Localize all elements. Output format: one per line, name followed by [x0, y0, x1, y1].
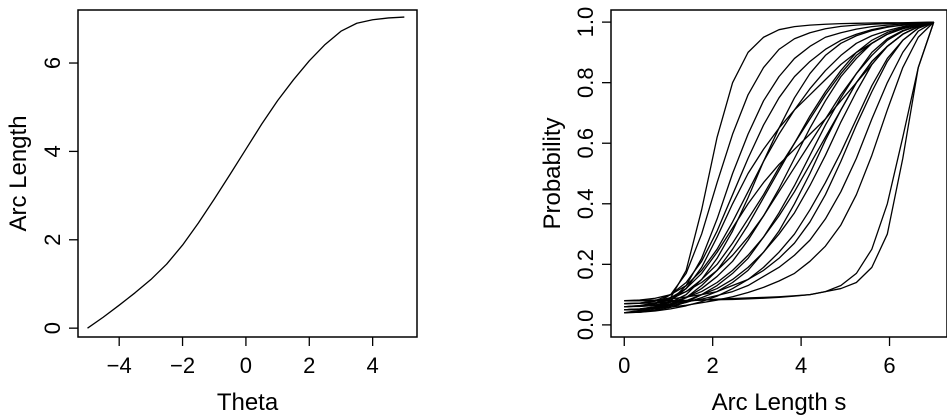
x-axis-right: 0 2 4 6: [618, 337, 896, 378]
x-tick-label: −2: [170, 353, 195, 378]
x-tick-label: 0: [618, 353, 630, 378]
y-tick-label: 0.4: [573, 188, 598, 219]
series-line-14: [624, 21, 934, 302]
series-line-10: [624, 21, 934, 305]
series-line-22: [624, 21, 935, 302]
y-tick-label: 6: [40, 57, 65, 69]
x-tick-label: 4: [795, 353, 807, 378]
x-tick-label: 2: [303, 353, 315, 378]
series-line-2: [624, 21, 934, 308]
plot-marks-left: [87, 16, 405, 329]
y-axis-label-left: Arc Length: [5, 115, 32, 231]
probability-vs-arc-length-chart: 0 2 4 6 0.0 0.2 0.4 0.6 0.8 1.0 Arc Length s Pro…: [539, 7, 947, 416]
series-line-6: [624, 21, 934, 302]
x-axis-left: −4 −2 0 2 4: [107, 337, 379, 378]
series-line-18: [624, 21, 935, 305]
x-tick-label: −4: [107, 353, 132, 378]
plot-frame-right: [610, 9, 947, 338]
series-line-11: [624, 21, 934, 314]
plot-marks-right: [624, 21, 935, 314]
y-axis-label-right: Probability: [539, 117, 566, 229]
y-tick-label: 1.0: [573, 7, 598, 38]
y-tick-label: 4: [40, 145, 65, 157]
y-tick-label: 0.0: [573, 310, 598, 341]
x-tick-label: 2: [707, 353, 719, 378]
y-axis-left: 0 2 4 6: [40, 57, 78, 334]
series-line-15: [624, 21, 934, 314]
x-tick-label: 4: [367, 353, 379, 378]
series-line-4: [624, 21, 934, 305]
series-line-16: [624, 21, 935, 308]
series-line-21: [624, 21, 934, 311]
y-tick-label: 0.8: [573, 67, 598, 98]
series-line-17: [624, 21, 935, 311]
y-tick-label: 2: [40, 234, 65, 246]
x-tick-label: 0: [240, 353, 252, 378]
y-tick-label: 0.2: [573, 249, 598, 280]
x-tick-label: 6: [883, 353, 895, 378]
x-axis-label-left: Theta: [217, 389, 279, 416]
series-line-1: [87, 16, 405, 329]
x-axis-label-right: Arc Length s: [712, 389, 847, 416]
series-line-20: [624, 21, 934, 308]
y-tick-label: 0.6: [573, 128, 598, 159]
arc-length-vs-theta-chart: −4 −2 0 2 4 0 2 4 6 Theta Arc Length: [5, 9, 418, 416]
y-axis-right: 0.0 0.2 0.4 0.6 0.8 1.0: [573, 7, 611, 340]
y-tick-label: 0: [40, 322, 65, 334]
series-line-19: [624, 21, 934, 314]
plot-frame-left: [77, 9, 418, 338]
